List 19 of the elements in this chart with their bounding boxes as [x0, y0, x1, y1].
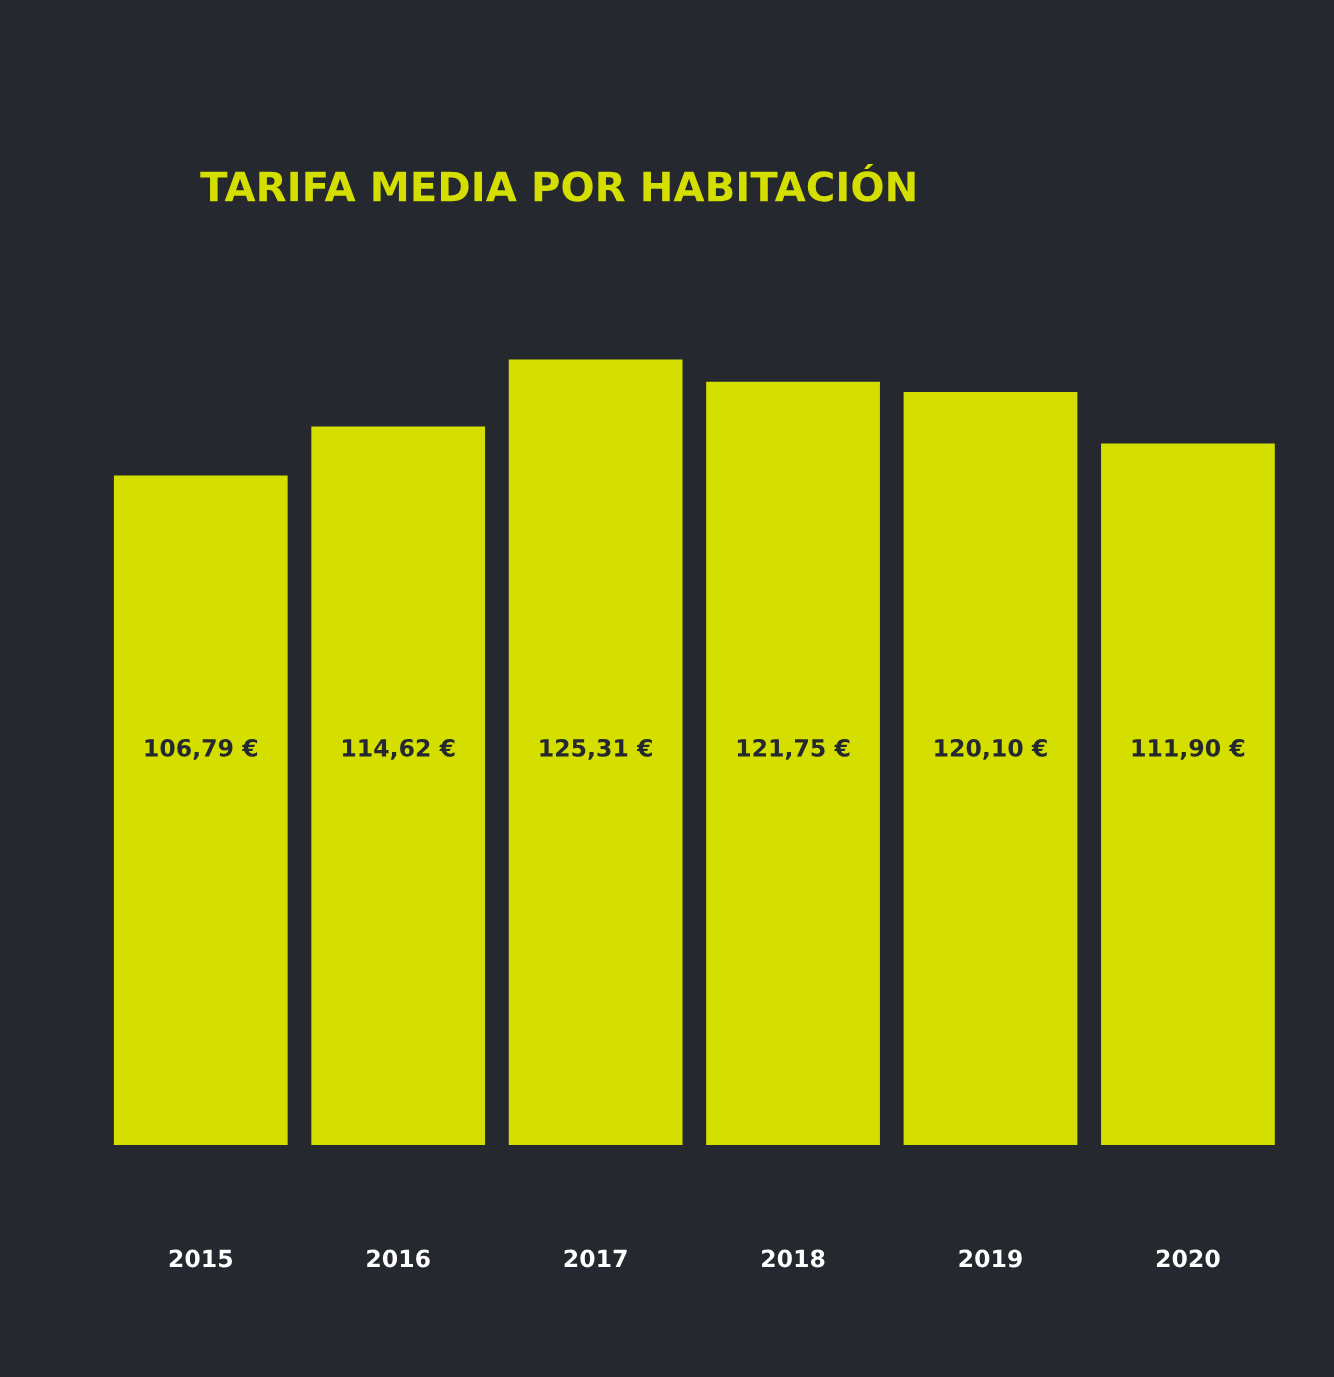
x-tick-label: 2015: [169, 1249, 232, 1268]
data-label: 125,31 €: [540, 738, 652, 760]
bar: [706, 381, 880, 1145]
data-label: 121,75 €: [737, 738, 850, 760]
x-tick-label: 2016: [367, 1249, 430, 1268]
x-tick-label: 2019: [959, 1249, 1022, 1268]
bar: [903, 392, 1078, 1145]
bar: [508, 359, 683, 1145]
data-label: 106,79 €: [145, 738, 258, 760]
data-label: 120,10 €: [935, 738, 1047, 760]
bar: [311, 426, 486, 1145]
chart-title: TARIFA MEDIA POR HABITACIÓN: [200, 163, 915, 202]
data-label: 111,90 €: [1132, 738, 1245, 760]
bar: [1101, 443, 1275, 1145]
data-label: 114,62 €: [342, 738, 455, 760]
x-tick-label: 2018: [762, 1249, 825, 1268]
bar: [113, 475, 288, 1145]
x-tick-label: 2017: [564, 1249, 627, 1268]
x-tick-label: 2020: [1156, 1249, 1220, 1268]
